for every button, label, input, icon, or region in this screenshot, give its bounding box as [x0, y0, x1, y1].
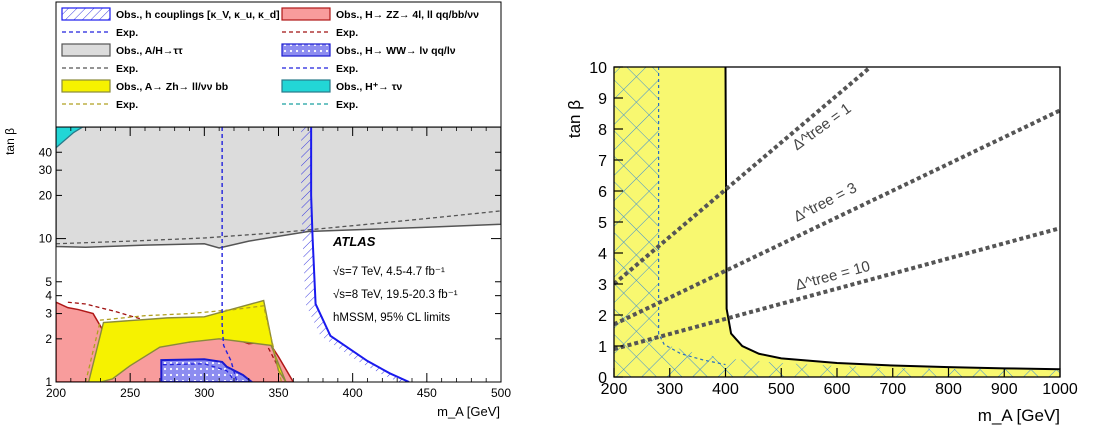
legend-label-right-1: Exp.	[336, 27, 358, 39]
left-annotation-line3: hMSSM, 95% CL limits	[333, 312, 450, 324]
left-panel: Obs., h couplings [κ_V, κ_u, κ_d] Exp. Obs…	[3, 1, 511, 419]
right-ytick-label-2: 2	[598, 308, 607, 325]
left-xtick-label-4: 400	[343, 386, 363, 400]
legend-swatch-left-2	[61, 43, 111, 57]
left-series-4	[87, 299, 287, 382]
right-series-1	[724, 67, 1060, 371]
left-legend-box	[55, 1, 502, 128]
legend-swatch-left-4	[61, 79, 111, 93]
right-ytick-label-1: 1	[598, 339, 607, 356]
right-ytick-label-3: 3	[598, 277, 607, 294]
right-xtick-label-7: 900	[991, 381, 1018, 398]
left-ytick-label-8: 40	[39, 145, 53, 159]
right-ytick-label-5: 5	[598, 215, 607, 232]
left-xlabel: m_A [GeV]	[437, 404, 500, 419]
left-axes: 200 250 300 350 400 450 500 1 2 3 45 10 20 30 40	[39, 127, 511, 400]
legend-swatch-right-0	[281, 7, 331, 21]
legend-label-right-2: Obs., H→ WW→ lν qq/lν	[336, 45, 456, 57]
right-ytick-label-9: 9	[598, 91, 607, 108]
legend-label-left-1: Exp.	[116, 27, 138, 39]
legend-label-left-5: Exp.	[116, 99, 138, 111]
legend-label-right-4: Obs., H⁺→ τν	[336, 81, 402, 93]
right-series-3	[658, 67, 726, 366]
left-ytick-label-3: 4	[45, 289, 52, 303]
left-annotation-atlas: ATLAS	[332, 234, 376, 249]
legend-label-left-0: Obs., h couplings [κ_V, κ_u, κ_d]	[116, 9, 280, 21]
legend-swatch-right-2	[281, 43, 331, 57]
left-ytick-label-5: 10	[39, 232, 53, 246]
left-xtick-label-1: 250	[120, 386, 140, 400]
left-xtick-label-0: 200	[46, 386, 66, 400]
legend-label-left-4: Obs., A→ Zh→ ll/νν bb	[116, 81, 228, 93]
left-legend: Obs., h couplings [κ_V, κ_u, κ_d] Exp. Obs…	[61, 7, 479, 111]
left-series-7	[162, 363, 235, 382]
right-xtick-label-3: 500	[768, 381, 795, 398]
left-xtick-label-5: 450	[417, 386, 437, 400]
right-xtick-label-6: 800	[935, 381, 962, 398]
legend-label-right-0: Obs., H→ ZZ→ 4l, ll qq/bb/νν	[336, 9, 479, 21]
legend-swatch-right-4	[281, 79, 331, 93]
left-annotation-line2: √s=8 TeV, 19.5-20.3 fb⁻¹	[333, 288, 458, 301]
left-ytick-label-4: 5	[45, 275, 52, 289]
right-xtick-label-2: 400	[712, 381, 739, 398]
right-contour-2	[614, 226, 1060, 352]
left-ytick-label-7: 30	[39, 163, 53, 177]
left-ytick-label-0: 1	[45, 375, 52, 389]
right-xtick-label-8: 1000	[1042, 381, 1078, 398]
left-ytick-label-1: 2	[45, 332, 52, 346]
legend-label-right-5: Exp.	[336, 99, 358, 111]
legend-label-right-3: Exp.	[336, 63, 358, 75]
legend-swatch-left-0	[61, 7, 111, 21]
left-series-9	[310, 127, 410, 382]
right-plot-area	[614, 67, 1060, 377]
left-plot-area	[56, 127, 501, 382]
right-ytick-label-7: 7	[598, 153, 607, 170]
right-ytick-label-10: 10	[589, 60, 607, 77]
right-ytick-label-6: 6	[598, 184, 607, 201]
right-ytick-label-0: 0	[598, 370, 607, 387]
right-ylabel: tan β	[565, 100, 584, 138]
right-xtick-label-4: 600	[824, 381, 851, 398]
right-panel: 200 300 400 500 600 700 800 900 1000 0 1 2 3 4 5 6 7 8 9 10…	[565, 60, 1078, 425]
left-ytick-label-6: 20	[39, 188, 53, 202]
legend-label-left-3: Exp.	[116, 63, 138, 75]
right-ytick-label-4: 4	[598, 246, 607, 263]
left-xtick-label-3: 350	[268, 386, 288, 400]
left-series-1	[56, 210, 501, 245]
left-xtick-label-2: 300	[194, 386, 214, 400]
left-series-10	[56, 127, 84, 149]
legend-label-left-2: Obs., A/H→ττ	[116, 45, 183, 57]
left-ylabel: tan β	[3, 128, 17, 155]
left-xtick-label-6: 500	[491, 386, 511, 400]
right-xtick-label-0: 200	[601, 381, 628, 398]
right-xtick-label-5: 700	[879, 381, 906, 398]
right-contour-1	[614, 108, 1060, 327]
left-ytick-label-2: 3	[45, 307, 52, 321]
left-annotation-line1: √s=7 TeV, 4.5-4.7 fb⁻¹	[333, 265, 445, 278]
right-ytick-label-8: 8	[598, 122, 607, 139]
left-series-8	[221, 127, 238, 382]
left-series-6	[160, 358, 254, 382]
right-xlabel: m_A [GeV]	[978, 406, 1060, 425]
left-series-5	[85, 305, 283, 382]
right-xtick-label-1: 300	[656, 381, 683, 398]
